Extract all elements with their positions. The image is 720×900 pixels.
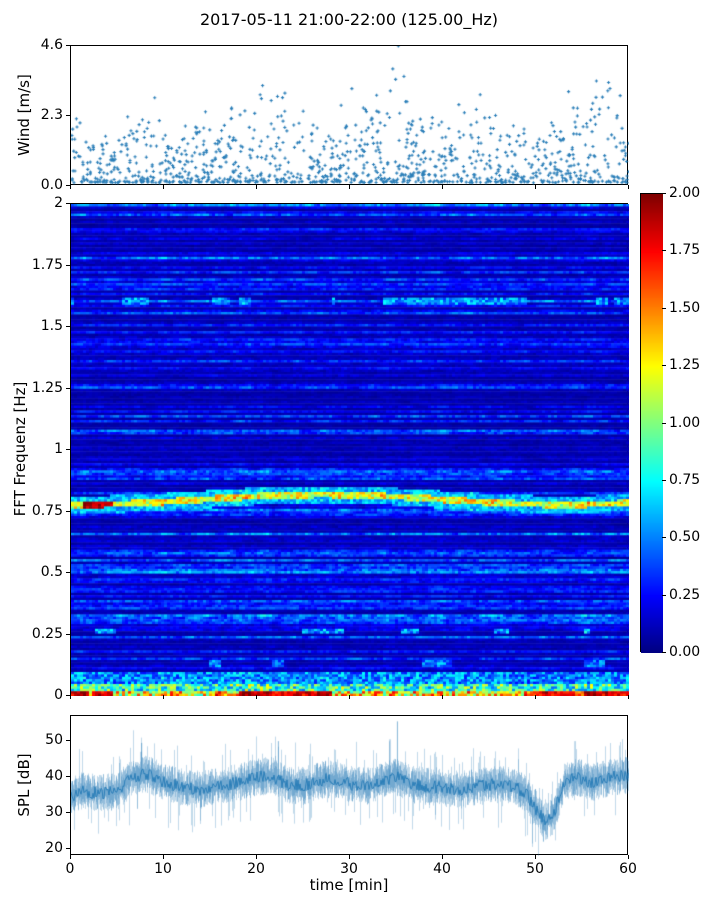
wind-ylabel: Wind [m/s]: [15, 74, 33, 156]
spl-x-tick-label: 30: [340, 861, 358, 877]
figure-title: 2017-05-11 21:00-22:00 (125.00_Hz): [199, 10, 499, 29]
colorbar-tick-label: 1.00: [669, 414, 701, 431]
spec-y-tick-label: 1: [54, 441, 63, 457]
colorbar-tick-label: 1.25: [669, 357, 701, 374]
wind-y-tick: [66, 185, 70, 186]
colorbar-tick-label: 2.00: [669, 185, 701, 201]
spec-y-tick-label: 1.25: [31, 379, 63, 396]
spl-line-canvas: [71, 716, 629, 856]
wind-y-tick-label: 4.6: [40, 37, 63, 53]
wind-y-tick-label: 0.0: [40, 177, 63, 193]
wind-scatter-canvas: [71, 46, 629, 186]
colorbar-tick-label: 1.75: [669, 242, 701, 259]
spectrogram-canvas: [71, 204, 629, 696]
colorbar: [640, 193, 663, 653]
spl-y-tick-label: 50: [45, 732, 63, 749]
colorbar-tick-label: 0.50: [669, 529, 701, 546]
spec-y-tick-label: 1.5: [40, 318, 63, 334]
spec-y-tick-label: 1.75: [31, 256, 63, 273]
spl-x-tick-label: 40: [433, 861, 451, 877]
spec-y-tick-label: 0.5: [40, 564, 63, 580]
spl-x-tick-label: 50: [526, 861, 544, 877]
wind-axes: [70, 45, 629, 186]
spl-x-tick-label: 60: [619, 861, 637, 877]
colorbar-tick-label: 0.00: [669, 644, 701, 660]
colorbar-tick-label: 0.75: [669, 471, 701, 488]
spectrogram-axes: [70, 203, 629, 696]
spl-axes: [70, 715, 629, 856]
spl-ylabel: SPL [dB]: [15, 753, 33, 817]
spec-y-tick: [66, 695, 70, 696]
spec-y-tick-label: 2: [54, 195, 63, 211]
spectrogram-ylabel: FFT Frequenz [Hz]: [11, 381, 29, 517]
wind-y-tick-label: 2.3: [40, 107, 63, 123]
spec-y-tick-label: 0.75: [31, 502, 63, 519]
time-xlabel: time [min]: [309, 876, 389, 894]
spl-y-tick-label: 40: [45, 768, 63, 785]
spl-y-tick-label: 30: [45, 803, 63, 820]
spl-x-tick-label: 20: [247, 861, 265, 877]
colorbar-canvas: [641, 194, 663, 653]
spl-x-tick-label: 0: [65, 861, 75, 877]
spl-x-tick-label: 10: [154, 861, 172, 877]
colorbar-tick-label: 1.50: [669, 299, 701, 316]
spl-y-tick-label: 20: [45, 839, 63, 856]
spec-y-tick-label: 0: [54, 687, 63, 703]
spec-y-tick-label: 0.25: [31, 625, 63, 642]
colorbar-tick-label: 0.25: [669, 586, 701, 603]
